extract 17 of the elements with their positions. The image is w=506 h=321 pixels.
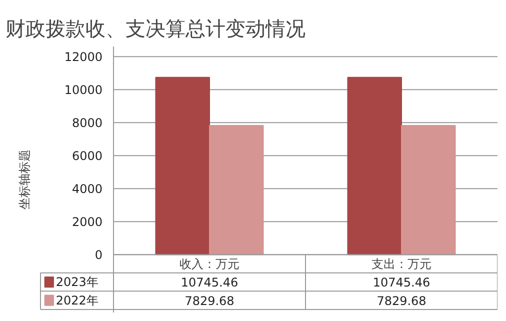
y-tick-label: 12000: [64, 50, 103, 64]
y-axis-title: 坐标轴标题: [17, 150, 32, 210]
data-label: 7829.68: [184, 294, 234, 308]
x-tick-label: 支出：万元: [372, 256, 432, 271]
data-label: 10745.46: [180, 276, 238, 290]
x-tick-label: 收入：万元: [180, 256, 240, 271]
y-tick-label: 6000: [72, 149, 103, 164]
legend-label: 2023年: [56, 275, 98, 290]
y-tick-label: 4000: [72, 182, 103, 196]
data-label: 10745.46: [372, 276, 430, 290]
chart-title: 财政拨款收、支决算总计变动情况: [6, 16, 306, 40]
y-tick-label: 2000: [72, 215, 103, 230]
y-tick-label: 10000: [64, 83, 103, 98]
y-tick-label: 0: [94, 248, 103, 262]
legend-label: 2022年: [56, 293, 98, 308]
y-tick-label: 8000: [72, 116, 103, 130]
data-label: 7829.68: [376, 294, 426, 308]
